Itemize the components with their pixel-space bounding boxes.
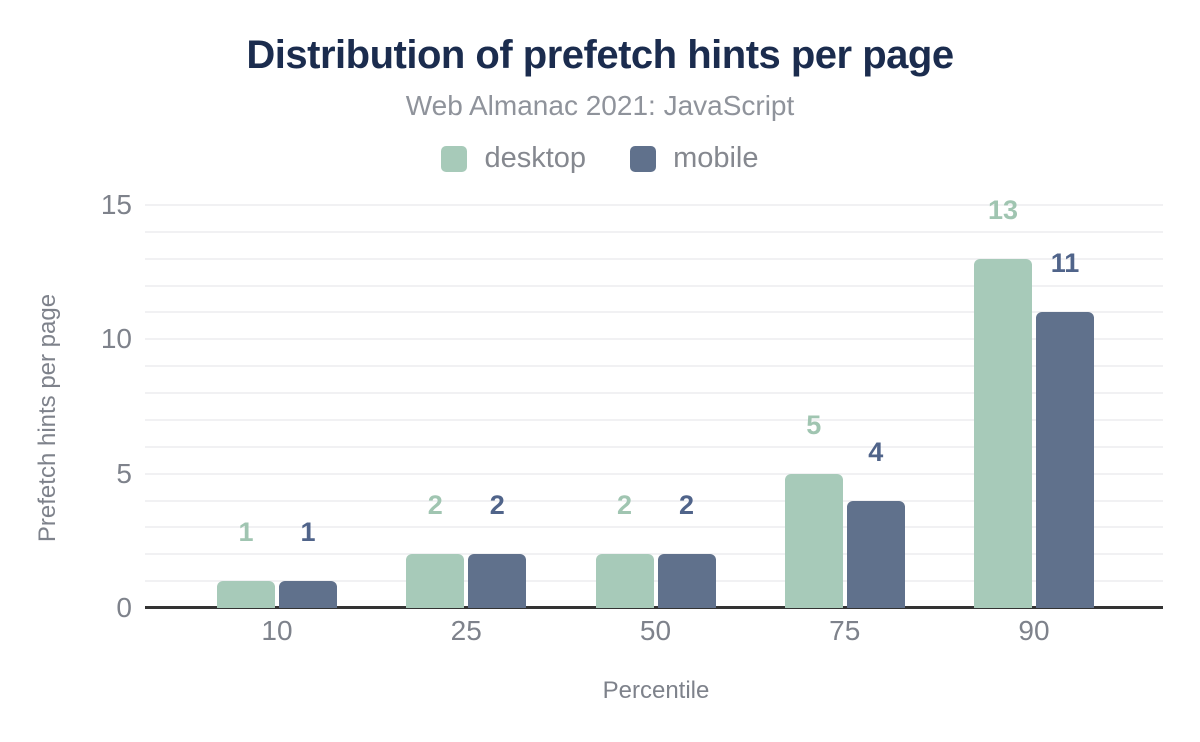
y-tick-label-10: 10 <box>100 323 132 355</box>
plot-area: 1 1 2 2 2 2 5 4 13 11 <box>145 196 1163 609</box>
bar-desktop-p75[interactable] <box>784 473 843 608</box>
gridline-y-6 <box>145 445 1163 448</box>
bar-value-desktop-p25: 2 <box>427 490 443 521</box>
legend-label-desktop: desktop <box>484 142 587 174</box>
bar-value-mobile-p90: 11 <box>1050 248 1080 279</box>
legend-item-desktop[interactable]: desktop <box>441 142 586 175</box>
bar-desktop-p50[interactable] <box>595 554 654 608</box>
bar-mobile-p10[interactable] <box>279 581 337 608</box>
bar-value-mobile-p25: 2 <box>489 490 505 521</box>
bar-value-mobile-p10: 1 <box>300 517 316 548</box>
bar-value-mobile-p50: 2 <box>678 490 695 521</box>
gridline-y-8 <box>145 392 1163 395</box>
bar-value-desktop-p90: 13 <box>987 194 1019 225</box>
bar-mobile-p90[interactable] <box>1036 312 1094 608</box>
gridline-y-14 <box>145 230 1163 233</box>
legend-swatch-desktop <box>441 145 468 172</box>
chart-title: Distribution of prefetch hints per page <box>246 33 954 77</box>
y-tick-label-0: 0 <box>116 592 132 623</box>
gridline-y-11 <box>145 311 1163 314</box>
bar-value-desktop-p10: 1 <box>238 517 254 548</box>
x-axis-title: Percentile <box>602 677 710 704</box>
x-axis-line <box>145 606 1163 609</box>
bar-value-mobile-p75: 4 <box>868 436 884 467</box>
bar-mobile-p75[interactable] <box>846 500 905 608</box>
gridline-y-2 <box>145 553 1163 556</box>
bar-desktop-p90[interactable] <box>974 258 1032 608</box>
gridline-y-15 <box>145 204 1163 206</box>
gridline-y-3 <box>145 526 1163 529</box>
legend: desktop mobile <box>0 142 1200 175</box>
bar-value-desktop-p50: 2 <box>616 490 633 521</box>
x-tick-label-75: 75 <box>829 615 861 646</box>
gridline-y-13 <box>145 257 1163 260</box>
gridline-y-7 <box>145 418 1163 421</box>
gridline-y-12 <box>145 284 1163 287</box>
legend-item-mobile[interactable]: mobile <box>630 142 759 175</box>
gridline-y-5 <box>145 472 1163 475</box>
y-axis-title: Prefetch hints per page <box>34 293 61 543</box>
legend-swatch-mobile <box>630 145 657 172</box>
y-tick-label-15: 15 <box>100 189 132 220</box>
x-tick-label-90: 90 <box>1018 615 1050 646</box>
bar-desktop-p25[interactable] <box>406 554 465 608</box>
gridline-y-10 <box>145 338 1163 341</box>
legend-label-mobile: mobile <box>673 142 759 174</box>
gridline-y-9 <box>145 365 1163 368</box>
bar-value-desktop-p75: 5 <box>806 409 822 440</box>
y-tick-label-5: 5 <box>116 457 132 489</box>
gridline-y-1 <box>145 580 1163 583</box>
bar-mobile-p50[interactable] <box>657 554 716 608</box>
x-tick-label-50: 50 <box>639 615 672 646</box>
chart-subtitle: Web Almanac 2021: JavaScript <box>405 90 795 121</box>
x-tick-label-25: 25 <box>450 615 482 646</box>
x-tick-label-10: 10 <box>261 615 293 646</box>
gridline-y-4 <box>145 499 1163 502</box>
bar-mobile-p25[interactable] <box>468 554 527 608</box>
bar-desktop-p10[interactable] <box>217 581 275 608</box>
